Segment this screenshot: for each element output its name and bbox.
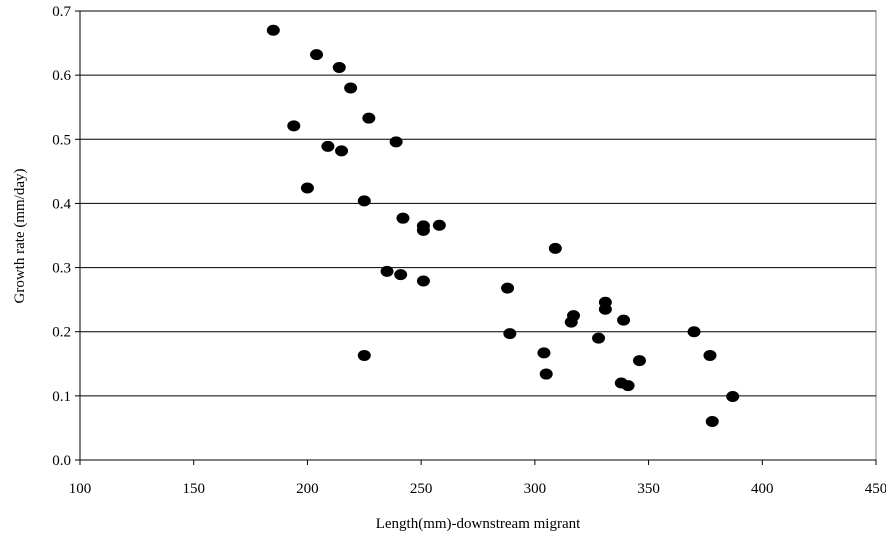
data-point (266, 24, 280, 36)
y-tick-label: 0.2 (52, 325, 71, 341)
data-point (726, 390, 740, 402)
x-tick-label: 100 (69, 481, 92, 497)
data-point (357, 349, 371, 361)
data-point (703, 349, 717, 361)
y-tick-label: 0.1 (52, 389, 71, 405)
y-tick-label: 0.4 (52, 196, 71, 212)
y-axis-title: Growth rate (mm/day) (12, 169, 28, 304)
data-point (396, 212, 410, 224)
x-tick-label: 350 (637, 481, 660, 497)
data-point (539, 368, 553, 380)
data-point (416, 275, 430, 287)
y-axis-ticks: 0.0 0.1 0.2 0.3 0.4 0.5 0.6 0.7 (52, 4, 80, 469)
data-point (321, 140, 335, 152)
data-point (598, 303, 612, 315)
data-point (380, 265, 394, 277)
data-point (310, 49, 324, 61)
data-point (335, 145, 349, 157)
gridlines (80, 10, 876, 397)
data-point (362, 112, 376, 124)
x-axis-ticks: 100 150 200 250 300 350 400 450 (69, 460, 886, 497)
y-tick-label: 0.5 (52, 132, 71, 148)
data-point (416, 224, 430, 236)
y-tick-label: 0.7 (52, 4, 71, 20)
data-point (564, 316, 578, 328)
x-tick-label: 400 (751, 481, 774, 497)
data-point (537, 347, 551, 359)
data-point (300, 182, 314, 194)
y-tick-label: 0.3 (52, 261, 71, 277)
data-point (394, 269, 408, 281)
data-point (357, 195, 371, 207)
data-point (592, 332, 606, 344)
data-point (617, 314, 631, 326)
x-tick-label: 200 (296, 481, 319, 497)
x-tick-label: 300 (524, 481, 547, 497)
y-tick-label: 0.0 (52, 453, 71, 469)
data-point (632, 355, 646, 367)
data-point (548, 242, 562, 254)
data-point (432, 219, 446, 231)
y-tick-label: 0.6 (52, 68, 71, 84)
x-tick-label: 150 (182, 481, 205, 497)
data-point (705, 416, 719, 428)
x-tick-label: 450 (865, 481, 886, 497)
data-point (287, 120, 301, 132)
data-point (687, 326, 701, 338)
x-tick-label: 250 (410, 481, 433, 497)
data-point (621, 380, 635, 392)
data-point (344, 82, 358, 94)
data-point (332, 61, 346, 73)
axes (79, 11, 876, 461)
x-axis-title: Length(mm)-downstream migrant (376, 516, 581, 532)
data-points (266, 24, 740, 428)
data-point (503, 328, 517, 340)
data-point (501, 282, 515, 294)
plot-area (79, 10, 877, 461)
data-point (389, 136, 403, 148)
